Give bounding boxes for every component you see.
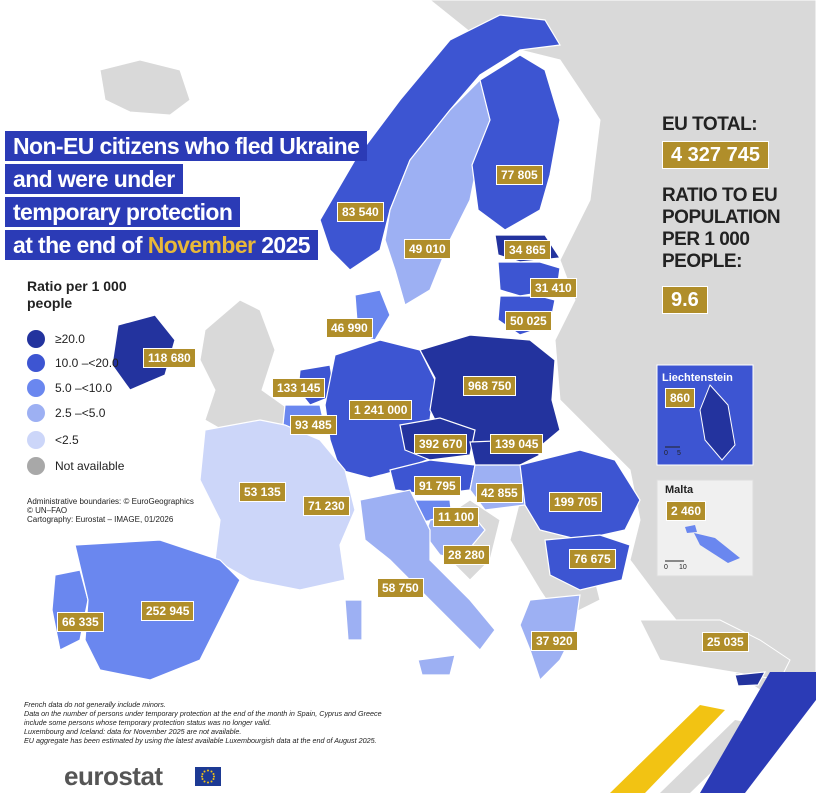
legend-swatch-1	[27, 330, 45, 348]
title-line-4-suffix: 2025	[255, 232, 310, 258]
title-line-2: and were under	[5, 164, 183, 194]
footnote-4: Luxembourg and Iceland: data for Novembe…	[24, 727, 242, 736]
ratio-label-line-2: POPULATION	[662, 207, 781, 228]
sardinia-shape	[344, 599, 363, 641]
value-label-lithuania: 50 025	[505, 311, 552, 331]
ratio-label-line-3: PER 1 000	[662, 229, 750, 250]
footnote-1: French data do not generally include min…	[24, 700, 166, 709]
footnote-3: include some persons whose temporary pro…	[24, 718, 272, 727]
value-label-slovakia: 139 045	[490, 434, 544, 454]
value-label-germany: 1 241 000	[349, 400, 413, 420]
value-label-luxembourg: 71 230	[303, 496, 350, 516]
sicily-shape	[417, 654, 456, 676]
credits-line-3: Cartography: Eurostat – IMAGE, 01/2026	[27, 515, 174, 524]
title-highlight-month: November	[147, 232, 256, 258]
value-label-hungary: 42 855	[476, 483, 523, 503]
legend-label-4: 2.5 –<5.0	[55, 406, 106, 420]
footnote-2: Data on the number of persons under temp…	[24, 709, 382, 718]
value-label-finland: 77 805	[496, 165, 543, 185]
legend-item-2: 10.0 –<20.0	[27, 354, 119, 372]
eu-total-value: 4 327 745	[662, 141, 769, 169]
legend-item-4: 2.5 –<5.0	[27, 404, 105, 422]
legend-item-5: <2.5	[27, 431, 79, 449]
value-label-liechtenstein: 860	[665, 388, 696, 408]
liechtenstein-scale-start: 0	[664, 450, 668, 457]
value-label-malta: 2 460	[666, 501, 707, 521]
legend-label-6: Not available	[55, 459, 125, 473]
title-line-4: at the end of November 2025	[5, 230, 318, 260]
legend-label-5: <2.5	[55, 433, 79, 447]
malta-scale-end: 10	[679, 564, 687, 571]
finland-shape	[471, 54, 561, 231]
malta-inset	[656, 479, 754, 577]
value-label-norway: 83 540	[337, 202, 384, 222]
title-line-3: temporary protection	[5, 197, 241, 227]
eu-total-label: EU TOTAL:	[662, 114, 758, 135]
eu-flag-icon	[195, 767, 221, 786]
value-label-bulgaria: 76 675	[569, 549, 616, 569]
title-line-1: Non-EU citizens who fled Ukraine	[5, 131, 368, 161]
value-label-ireland: 118 680	[143, 348, 196, 368]
value-label-france: 53 135	[239, 482, 286, 502]
liechtenstein-scale-end: 5	[677, 450, 681, 457]
value-label-italy: 58 750	[377, 578, 424, 598]
value-label-croatia: 28 280	[443, 545, 490, 565]
value-label-czechia: 392 670	[414, 434, 468, 454]
value-label-netherlands: 133 145	[272, 378, 326, 398]
credits-line-2: © UN–FAO	[27, 506, 68, 515]
legend-label-1: ≥20.0	[55, 332, 85, 346]
value-label-cyprus: 25 035	[702, 632, 749, 652]
value-label-austria: 91 795	[414, 476, 461, 496]
cyprus-shape	[734, 671, 767, 687]
value-label-denmark: 46 990	[326, 318, 373, 338]
legend-label-2: 10.0 –<20.0	[55, 356, 119, 370]
value-label-estonia: 34 865	[504, 240, 551, 260]
value-label-belgium: 93 485	[290, 415, 337, 435]
malta-scale-start: 0	[664, 564, 668, 571]
legend-item-3: 5.0 –<10.0	[27, 379, 112, 397]
value-label-spain: 252 945	[141, 601, 195, 621]
liechtenstein-inset	[656, 364, 754, 466]
map-credits: Administrative boundaries: © EuroGeograp…	[27, 497, 194, 524]
legend-swatch-6	[27, 457, 45, 475]
value-label-greece: 37 920	[531, 631, 578, 651]
legend-swatch-5	[27, 431, 45, 449]
eurostat-logo: eurostat	[64, 761, 163, 791]
title-line-4-prefix: at the end of	[13, 232, 148, 258]
eu-stars-icon	[201, 769, 215, 784]
legend-swatch-4	[27, 404, 45, 422]
value-label-slovenia: 11 100	[433, 507, 480, 527]
legend-swatch-2	[27, 354, 45, 372]
value-label-romania: 199 705	[549, 492, 603, 512]
liechtenstein-title: Liechtenstein	[662, 372, 733, 384]
credits-line-1: Administrative boundaries: © EuroGeograp…	[27, 497, 194, 506]
portugal-shape	[51, 569, 89, 651]
ratio-value: 9.6	[662, 286, 708, 314]
italy-shape	[359, 489, 496, 651]
footnotes: French data do not generally include min…	[24, 700, 382, 745]
value-label-latvia: 31 410	[530, 278, 577, 298]
value-label-sweden: 49 010	[404, 239, 451, 259]
footnote-5: EU aggregate has been estimated by using…	[24, 736, 377, 745]
value-label-portugal: 66 335	[57, 612, 104, 632]
legend-title: Ratio per 1 000 people	[27, 278, 127, 311]
value-label-poland: 968 750	[463, 376, 517, 396]
decorative-ribbons	[610, 672, 816, 793]
ratio-label: RATIO TO EU POPULATION PER 1 000 PEOPLE:	[662, 185, 812, 273]
legend-item-1: ≥20.0	[27, 330, 85, 348]
malta-title: Malta	[665, 484, 694, 496]
legend-swatch-3	[27, 379, 45, 397]
ratio-label-line-1: RATIO TO EU	[662, 185, 778, 206]
ratio-label-line-4: PEOPLE:	[662, 251, 742, 272]
legend-label-3: 5.0 –<10.0	[55, 381, 113, 395]
legend-item-6: Not available	[27, 457, 124, 475]
